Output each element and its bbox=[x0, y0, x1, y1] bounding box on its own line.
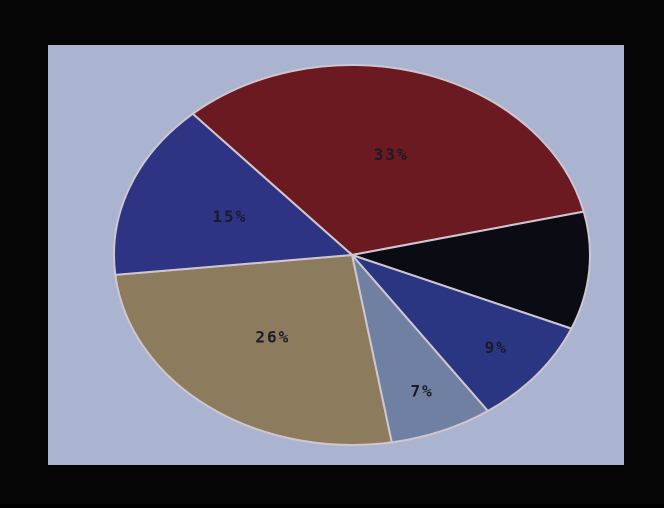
slice-label: 33% bbox=[374, 145, 409, 164]
slice-label: 15% bbox=[212, 207, 247, 226]
slice-label: 26% bbox=[255, 328, 290, 347]
pie-slice bbox=[114, 253, 393, 446]
pie-slice bbox=[350, 251, 490, 444]
slice-label: 7% bbox=[411, 382, 434, 401]
pie-slice bbox=[113, 112, 355, 276]
pie-slice bbox=[191, 64, 585, 257]
pie-slice bbox=[348, 252, 573, 413]
slice-label: 9% bbox=[485, 338, 508, 357]
pie-slice bbox=[348, 210, 591, 330]
